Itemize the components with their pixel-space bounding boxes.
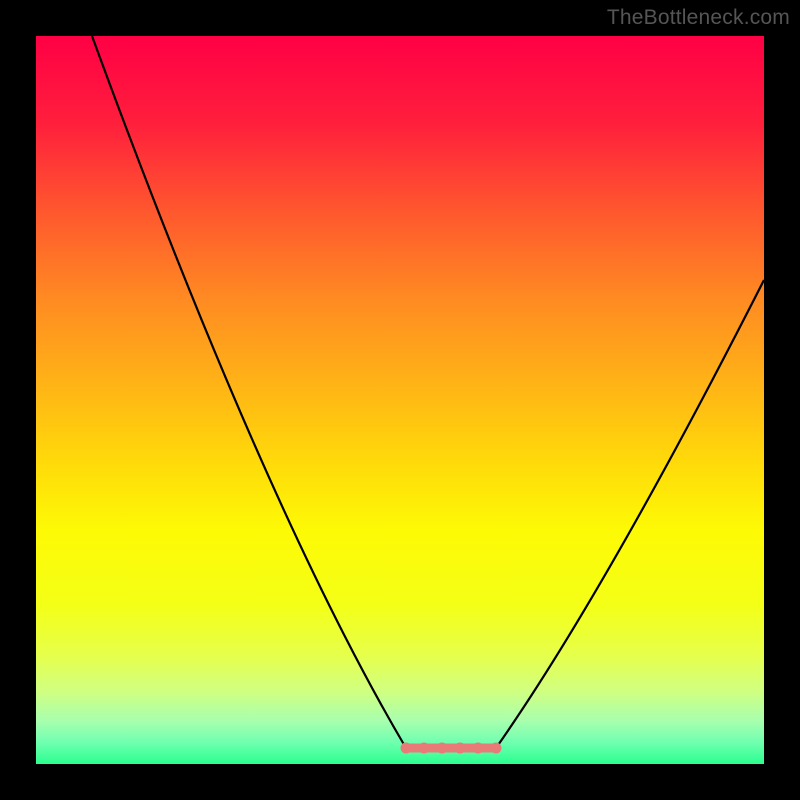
plot-area xyxy=(36,36,764,764)
root-canvas: TheBottleneck.com xyxy=(0,0,800,800)
curve-left-branch xyxy=(92,36,406,748)
watermark-text: TheBottleneck.com xyxy=(607,6,790,30)
flat-highlight-dot xyxy=(419,743,430,754)
flat-highlight-dot xyxy=(455,743,466,754)
curve-right-branch xyxy=(496,280,764,748)
flat-highlight-dot xyxy=(437,743,448,754)
flat-highlight-dot xyxy=(401,743,412,754)
flat-highlight-dot xyxy=(473,743,484,754)
flat-highlight-dot xyxy=(491,743,502,754)
bottleneck-curve xyxy=(36,36,764,764)
